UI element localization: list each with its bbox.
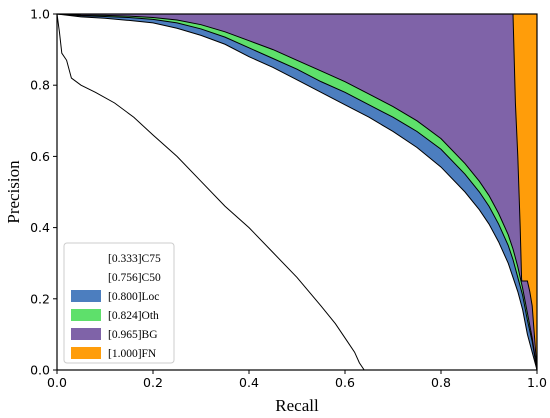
x-tick-label: 0.8	[431, 375, 451, 390]
area-0-965-bg	[57, 14, 537, 370]
legend-label: [0.756]C50	[108, 272, 161, 284]
y-tick-label: 1.0	[30, 7, 50, 22]
legend-label: [0.965]BG	[108, 329, 158, 341]
y-tick-label: 0.8	[30, 78, 50, 93]
legend-swatch	[71, 309, 101, 321]
x-tick-label: 1.0	[527, 375, 547, 390]
y-axis-label: Precision	[4, 160, 23, 224]
plot-frame	[56, 13, 538, 371]
x-axis-label: Recall	[275, 396, 319, 415]
line-0-756-c50	[56, 13, 538, 371]
x-tick-label: 0.2	[143, 375, 163, 390]
legend-swatch	[71, 290, 101, 302]
area-c50	[57, 14, 537, 370]
legend-swatch	[71, 271, 101, 283]
x-tick-label: 0.6	[335, 375, 355, 390]
legend-swatch	[71, 347, 101, 359]
line-0-800-loc	[56, 13, 538, 371]
series-lines	[56, 13, 538, 371]
x-tick-label: 0.0	[47, 375, 67, 390]
legend-label: [0.824]Oth	[108, 310, 159, 322]
legend: [0.333]C75 [0.756]C50 [0.800]Loc [0.824]Oth…	[63, 242, 175, 364]
legend-label: [0.800]Loc	[108, 291, 159, 303]
axis-ticks: 0.0 0.2 0.4 0.6 0.8 1.0 0.0 0.2 0.4 0.6 0.8 1.0	[30, 7, 547, 391]
y-tick-label: 0.0	[30, 363, 50, 378]
legend-swatch	[71, 252, 101, 264]
legend-label: [0.333]C75	[108, 253, 161, 265]
line-0-965-bg	[57, 13, 538, 371]
line-0-824-oth	[56, 13, 538, 371]
y-tick-label: 0.6	[30, 149, 50, 164]
area-layers	[57, 14, 537, 370]
legend-swatch	[71, 328, 101, 340]
legend-label: [1.000]FN	[108, 348, 157, 360]
y-tick-label: 0.4	[30, 220, 50, 235]
line-0-333-c75	[56, 13, 365, 371]
x-tick-label: 0.4	[239, 375, 259, 390]
y-tick-label: 0.2	[30, 291, 50, 306]
